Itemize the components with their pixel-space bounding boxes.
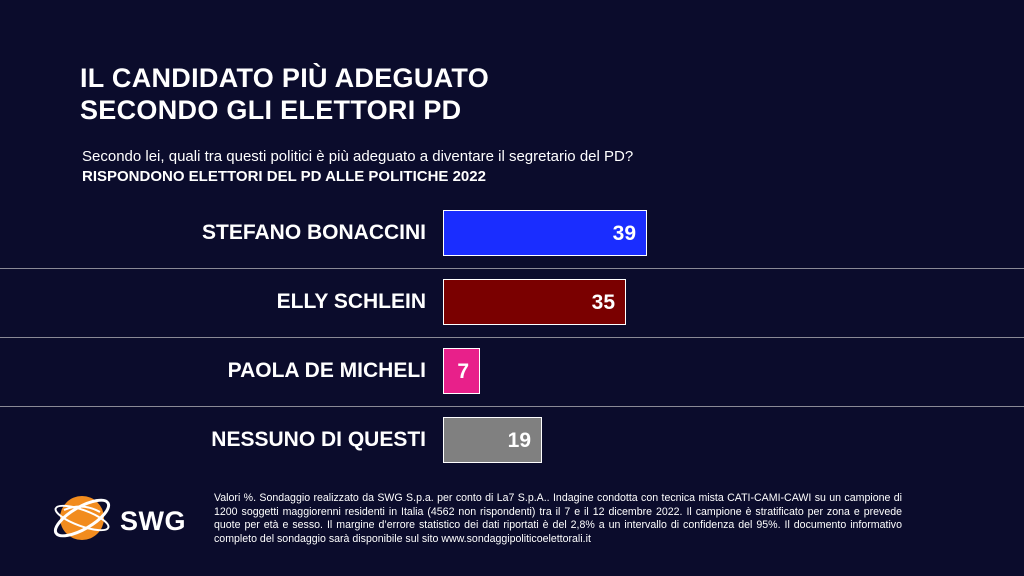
category-label: NESSUNO DI QUESTI <box>211 428 426 451</box>
bar-value-label: 39 <box>612 222 636 245</box>
bar-value-label: 19 <box>507 429 531 452</box>
bar: 19 <box>443 417 542 463</box>
title-line-1: IL CANDIDATO PIÙ ADEGUATO <box>80 63 490 93</box>
chart-title: IL CANDIDATO PIÙ ADEGUATO SECONDO GLI EL… <box>80 62 489 126</box>
bar: 39 <box>443 210 647 256</box>
category-label: ELLY SCHLEIN <box>276 290 426 313</box>
row-divider <box>0 268 1024 269</box>
logo-brand-text: SWG <box>120 506 186 536</box>
bar-value-label: 35 <box>591 291 615 314</box>
row-divider <box>0 337 1024 338</box>
globe-icon <box>53 496 111 540</box>
bar-value-label: 7 <box>457 360 469 383</box>
category-label: STEFANO BONACCINI <box>201 221 426 244</box>
title-line-2: SECONDO GLI ELETTORI PD <box>80 95 462 125</box>
bar: 7 <box>443 348 480 394</box>
survey-question: Secondo lei, quali tra questi politici è… <box>82 148 634 165</box>
swg-logo <box>53 496 111 540</box>
respondents-subtitle: RISPONDONO ELETTORI DEL PD ALLE POLITICH… <box>82 168 486 185</box>
category-label: PAOLA DE MICHELI <box>227 359 426 382</box>
bar: 35 <box>443 279 626 325</box>
methodology-footnote: Valori %. Sondaggio realizzato da SWG S.… <box>214 492 902 545</box>
row-divider <box>0 406 1024 407</box>
